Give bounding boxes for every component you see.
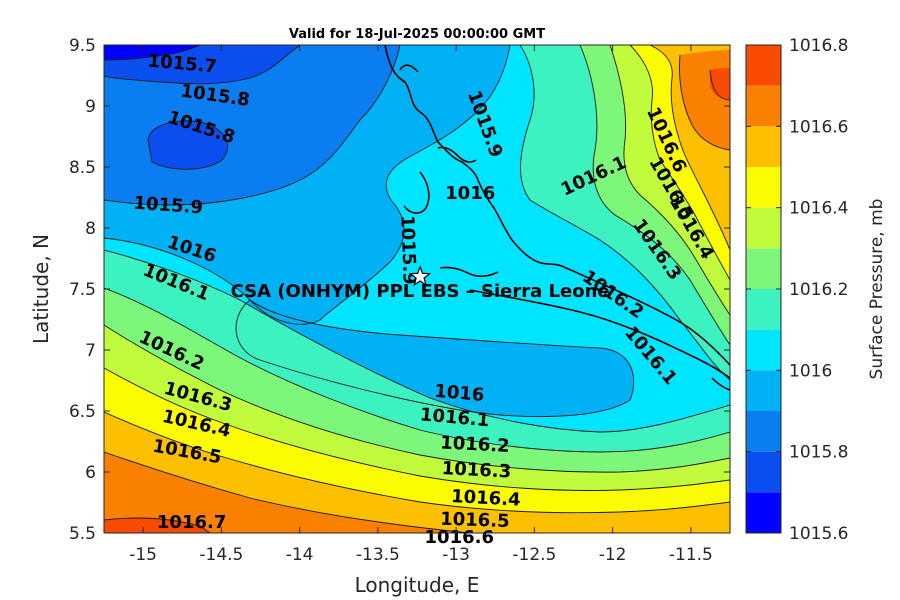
- y-tick-label: 7: [85, 341, 96, 361]
- colorbar-label: Surface Pressure, mb: [867, 199, 887, 380]
- x-tick-label: -12.5: [512, 545, 556, 565]
- y-tick-label: 9.5: [69, 36, 96, 56]
- band-1016-6: [104, 452, 470, 533]
- y-axis-label: Latitude, N: [29, 234, 53, 344]
- y-axis-ticks: 5.5 6 6.5 7 7.5 8 8.5 9 9.5: [69, 36, 730, 544]
- colorbar-band: [746, 248, 781, 289]
- colorbar-tick-label: 1015.6: [789, 524, 848, 544]
- x-axis-label: Longitude, E: [355, 573, 480, 597]
- colorbar-tick-label: 1016.6: [789, 117, 848, 137]
- y-tick-label: 6.5: [69, 402, 96, 422]
- contour-line-1016-4: [104, 411, 730, 514]
- y-tick-label: 6: [85, 463, 96, 483]
- site-star-icon: [408, 265, 432, 287]
- x-tick-label: -14.5: [199, 545, 243, 565]
- site-marker: CSA (ONHYM) PPL EBS – Sierra Leone: [231, 265, 610, 302]
- colorbar-band: [746, 207, 781, 249]
- contour-label: 1016.3: [441, 458, 511, 483]
- x-tick-label: -15: [129, 545, 157, 565]
- colorbar-band: [746, 85, 781, 127]
- band-1015-6: [104, 45, 200, 60]
- contour-line-1015-8: [104, 45, 401, 206]
- contour-line-1015-6: [104, 45, 201, 61]
- colorbar-tick-label: 1016.4: [789, 199, 848, 219]
- colorbar-band: [746, 370, 781, 411]
- colorbar: [746, 45, 781, 533]
- contour-line-1016-3: [104, 367, 730, 491]
- y-tick-label: 5.5: [69, 524, 96, 544]
- contour-line-1016-1-east: [579, 45, 730, 346]
- coastline-east-stub: [711, 377, 730, 391]
- x-tick-label: -11.5: [669, 545, 713, 565]
- chart-title: Valid for 18-Jul-2025 00:00:00 GMT: [289, 27, 545, 42]
- colorbar-band: [746, 329, 781, 371]
- coastline-south: [469, 289, 730, 379]
- band-1016-7-east: [710, 68, 730, 100]
- colorbar-band: [746, 289, 781, 330]
- contour-line-1016-1: [104, 287, 730, 453]
- contour-label: 1015.9: [133, 193, 204, 219]
- contour-label: 1016.6: [425, 527, 494, 548]
- contour-lines: [104, 45, 730, 533]
- colorbar-band: [746, 411, 781, 452]
- contour-line-1016-0: [104, 249, 730, 433]
- colorbar-band: [746, 45, 781, 86]
- x-tick-label: -14: [286, 545, 314, 565]
- contour-line-1016-0-east: [519, 45, 730, 381]
- coastline-peninsula: [403, 171, 430, 214]
- contour-label: 1016.7: [157, 512, 226, 533]
- y-tick-label: 8: [85, 219, 96, 239]
- colorbar-tick-label: 1016: [789, 361, 832, 381]
- contour-line-1016-5-east: [679, 54, 730, 151]
- contour-line-1016-4-east: [649, 45, 730, 251]
- contour-line-1016-6-east: [709, 69, 730, 101]
- sierra-leone-coastline: [384, 45, 730, 391]
- contour-line-1016-2-east: [609, 45, 730, 316]
- coastline-sherbro: [439, 266, 499, 277]
- y-tick-label: 7.5: [69, 280, 96, 300]
- contour-line-1015-9: [104, 45, 511, 325]
- y-tick-label: 9: [85, 97, 96, 117]
- contour-line-1016-2: [104, 324, 730, 473]
- x-tick-label: -13.5: [356, 545, 400, 565]
- colorbar-band: [746, 167, 781, 208]
- colorbar-tick-label: 1016.2: [789, 280, 848, 300]
- contour-label: 1016.4: [451, 486, 521, 511]
- coastline-inlet-mid: [437, 146, 477, 163]
- x-axis-ticks: -15 -14.5 -14 -13.5 -13 -12.5 -12 -11.5: [129, 45, 713, 565]
- contour-line-1016-5: [104, 451, 471, 533]
- contour-line-1015-7: [104, 45, 301, 85]
- colorbar-band: [746, 451, 781, 493]
- colorbar-band: [746, 492, 781, 533]
- colorbar-tick-label: 1015.8: [789, 443, 848, 463]
- site-label: CSA (ONHYM) PPL EBS – Sierra Leone: [231, 281, 610, 302]
- contour-label: 1015.9: [396, 215, 419, 285]
- colorbar-band: [746, 126, 781, 167]
- coastline-inlet-north: [399, 64, 419, 73]
- colorbar-ticks: 1015.6 1015.8 1016 1016.2 1016.4 1016.6 1016.8: [746, 36, 848, 544]
- colorbar-tick-label: 1016.8: [789, 36, 848, 56]
- coastline-main: [384, 45, 730, 366]
- x-tick-label: -13: [442, 545, 470, 565]
- y-tick-label: 8.5: [69, 158, 96, 178]
- band-1015-9-pocket: [236, 300, 634, 417]
- contour-line-1015-7-island: [147, 120, 229, 170]
- band-1015-7-island: [148, 120, 228, 170]
- band-1016-7: [104, 518, 210, 533]
- contour-label: 1016.5: [440, 509, 510, 532]
- x-tick-label: -12: [599, 545, 627, 565]
- contour-line-1016-3-east: [629, 45, 730, 281]
- contour-label: 1016: [445, 183, 495, 204]
- contour-line-1015-9-pocket: [235, 299, 635, 418]
- contour-label: 1016.2: [440, 432, 510, 457]
- contour-label: 1016: [433, 381, 485, 406]
- contour-line-1016-6: [104, 517, 211, 533]
